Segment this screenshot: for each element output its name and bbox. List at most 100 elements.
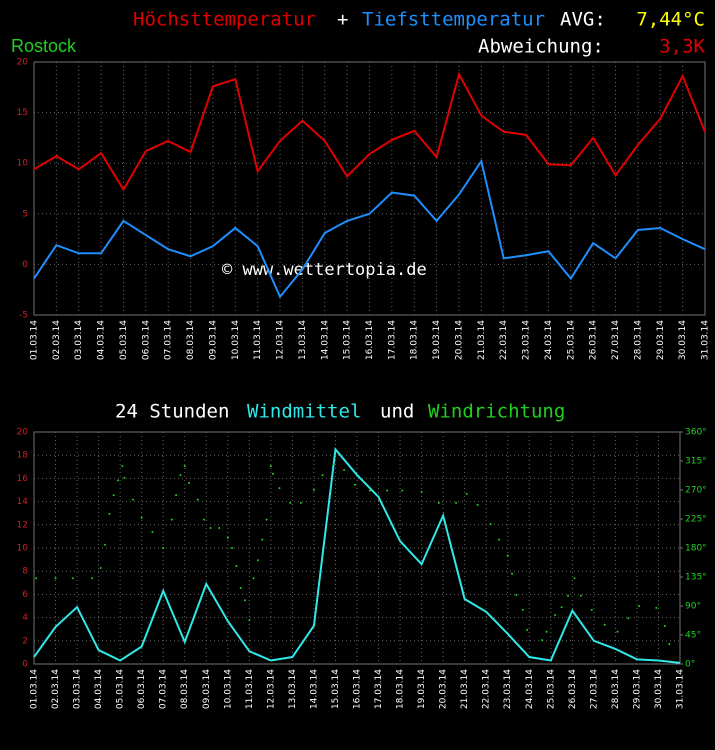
direction-dot bbox=[332, 463, 335, 466]
x-tick-label: 27.03.14 bbox=[611, 320, 621, 360]
direction-dot bbox=[455, 501, 458, 504]
direction-dot bbox=[35, 577, 38, 580]
x-tick-label: 24.03.14 bbox=[544, 320, 554, 360]
x-tick-label: 16.03.14 bbox=[353, 669, 363, 709]
x-tick-label: 03.03.14 bbox=[74, 320, 84, 360]
direction-dot bbox=[368, 489, 371, 492]
direction-dot bbox=[140, 516, 143, 519]
direction-dot bbox=[132, 498, 135, 501]
x-tick-label: 25.03.14 bbox=[546, 669, 556, 709]
x-tick-label: 29.03.14 bbox=[656, 320, 666, 360]
x-tick-label: 18.03.14 bbox=[396, 669, 406, 709]
y-tick-label: 18 bbox=[17, 451, 29, 461]
y-tick-label: 0 bbox=[22, 260, 28, 270]
x-tick-label: 10.03.14 bbox=[231, 320, 241, 360]
direction-dot bbox=[278, 487, 281, 490]
direction-dot bbox=[261, 538, 264, 541]
direction-dot bbox=[196, 498, 199, 501]
x-tick-label: 01.03.14 bbox=[30, 669, 40, 709]
x-tick-label: 05.03.14 bbox=[116, 669, 126, 709]
x-tick-label: 02.03.14 bbox=[52, 320, 62, 360]
annotation: © www.wettertopia.de bbox=[222, 260, 427, 280]
direction-dot bbox=[151, 530, 154, 533]
x-tick-label: 31.03.14 bbox=[701, 320, 711, 360]
direction-dot bbox=[521, 608, 524, 611]
x-tick-label: 23.03.14 bbox=[522, 320, 532, 360]
direction-dot bbox=[91, 577, 94, 580]
direction-dot bbox=[663, 624, 666, 627]
direction-dot bbox=[175, 494, 178, 497]
x-tick-label: 06.03.14 bbox=[141, 320, 151, 360]
y-tick-label: 5 bbox=[22, 209, 28, 219]
direction-dot bbox=[269, 465, 272, 468]
direction-dot bbox=[203, 518, 206, 521]
x-tick-label: 14.03.14 bbox=[309, 669, 319, 709]
direction-dot bbox=[244, 599, 247, 602]
direction-dot bbox=[252, 577, 255, 580]
x-tick-label: 06.03.14 bbox=[137, 669, 147, 709]
x-tick-label: 21.03.14 bbox=[460, 669, 470, 709]
y-tick-label: -5 bbox=[19, 311, 28, 321]
x-tick-label: 28.03.14 bbox=[633, 320, 643, 360]
direction-dot bbox=[638, 605, 641, 607]
direction-dot bbox=[655, 606, 658, 609]
x-tick-label: 26.03.14 bbox=[589, 320, 599, 360]
x-tick-label: 17.03.14 bbox=[387, 320, 397, 360]
direction-dot bbox=[272, 472, 275, 475]
x-tick-label: 31.03.14 bbox=[676, 669, 686, 709]
y-tick-label: 6 bbox=[22, 590, 28, 600]
y-tick-label: 8 bbox=[22, 567, 28, 577]
direction-dot bbox=[489, 523, 492, 526]
direction-dot bbox=[498, 538, 501, 541]
x-tick-label: 11.03.14 bbox=[245, 669, 255, 709]
direction-dot bbox=[209, 527, 212, 530]
x-tick-label: 21.03.14 bbox=[477, 320, 487, 360]
x-tick-label: 30.03.14 bbox=[654, 669, 664, 709]
direction-dot bbox=[104, 543, 107, 546]
direction-dot bbox=[188, 481, 191, 484]
x-tick-label: 07.03.14 bbox=[164, 320, 174, 360]
direction-dot bbox=[526, 628, 529, 631]
direction-dot bbox=[162, 547, 165, 549]
y2-tick-label: 180° bbox=[685, 544, 707, 554]
y2-tick-label: 135° bbox=[685, 573, 707, 583]
x-tick-label: 20.03.14 bbox=[439, 669, 449, 709]
direction-dot bbox=[183, 465, 186, 468]
y2-tick-label: 90° bbox=[685, 602, 701, 612]
deviation-value: 3,3K bbox=[659, 36, 705, 58]
direction-dot bbox=[567, 594, 570, 597]
series-line bbox=[33, 158, 706, 299]
y-tick-label: 2 bbox=[22, 636, 28, 646]
x-tick-label: 12.03.14 bbox=[266, 669, 276, 709]
x-tick-label: 13.03.14 bbox=[288, 669, 298, 709]
direction-dot bbox=[401, 489, 404, 492]
direction-dot bbox=[218, 527, 221, 530]
direction-dot bbox=[112, 494, 115, 497]
x-tick-label: 08.03.14 bbox=[180, 669, 190, 709]
y-tick-label: 15 bbox=[17, 108, 28, 118]
y2-tick-label: 315° bbox=[685, 457, 707, 467]
x-tick-label: 22.03.14 bbox=[482, 669, 492, 709]
x-tick-label: 11.03.14 bbox=[253, 320, 263, 360]
title-series-2: Windrichtung bbox=[428, 401, 565, 423]
direction-dot bbox=[476, 503, 479, 506]
direction-dot bbox=[226, 536, 229, 539]
x-tick-label: 20.03.14 bbox=[454, 320, 464, 360]
y-tick-label: 14 bbox=[17, 497, 29, 507]
y-tick-label: 20 bbox=[17, 58, 29, 68]
title-series-1: Windmittel bbox=[247, 401, 361, 423]
y2-tick-label: 45° bbox=[685, 631, 701, 641]
direction-dot bbox=[506, 554, 509, 557]
x-tick-label: 04.03.14 bbox=[94, 669, 104, 709]
x-tick-label: 25.03.14 bbox=[566, 320, 576, 360]
x-tick-label: 15.03.14 bbox=[331, 669, 341, 709]
direction-dot bbox=[121, 465, 124, 468]
x-tick-label: 03.03.14 bbox=[73, 669, 83, 709]
direction-dot bbox=[239, 586, 242, 589]
location: Rostock bbox=[11, 36, 77, 56]
x-tick-label: 02.03.14 bbox=[51, 669, 61, 709]
direction-dot bbox=[108, 512, 111, 515]
direction-dot bbox=[668, 643, 671, 646]
